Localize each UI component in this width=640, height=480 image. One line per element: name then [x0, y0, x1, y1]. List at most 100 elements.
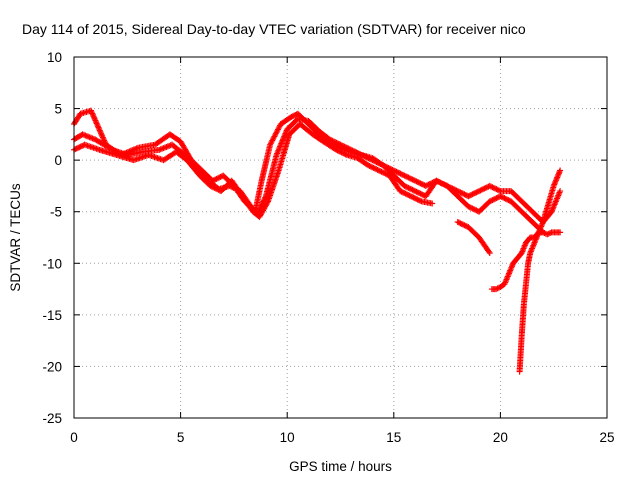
x-tick-label: 10: [280, 430, 295, 445]
data-point: [333, 139, 340, 146]
data-point: [458, 190, 465, 197]
data-point: [403, 191, 410, 198]
data-point: [377, 161, 384, 168]
data-point: [397, 170, 404, 177]
data-point: [329, 137, 336, 144]
data-point: [354, 150, 361, 157]
data-point: [425, 181, 432, 188]
data-point: [373, 159, 380, 166]
data-point: [413, 178, 420, 185]
data-point: [418, 180, 425, 187]
series-track-2: [71, 115, 547, 236]
data-point: [214, 186, 221, 193]
data-point: [441, 181, 448, 188]
data-point: [411, 195, 418, 202]
data-point: [438, 180, 445, 187]
data-point: [211, 184, 218, 191]
series-track-3: [71, 121, 436, 220]
x-tick-label: 25: [599, 430, 614, 445]
data-point: [408, 186, 415, 193]
data-point: [557, 229, 564, 236]
data-point: [402, 190, 409, 197]
data-point: [328, 137, 335, 144]
data-point: [364, 154, 371, 161]
data-point: [486, 198, 493, 205]
data-point: [330, 138, 337, 145]
data-point: [465, 203, 472, 210]
data-point: [486, 249, 493, 256]
data-point: [434, 178, 441, 185]
axis-ticks: 0 5 10 15 20 25 10 5 0 -5 -10 -15 -20 -25: [42, 50, 614, 445]
data-point: [497, 193, 504, 200]
data-point: [469, 191, 476, 198]
data-point: [378, 168, 385, 175]
y-axis-label: SDTVAR / TECUs: [8, 183, 23, 292]
data-point: [547, 230, 554, 237]
data-point: [410, 177, 417, 184]
data-point: [358, 151, 365, 158]
data-point: [416, 179, 423, 186]
data-point: [393, 168, 400, 175]
data-point: [390, 167, 397, 174]
data-point: [212, 185, 219, 192]
data-point: [333, 146, 340, 153]
data-point: [470, 190, 477, 197]
data-point: [366, 162, 373, 169]
data-point: [77, 143, 84, 150]
x-axis-label: GPS time / hours: [289, 459, 392, 474]
data-point: [353, 149, 360, 156]
data-point: [461, 222, 468, 229]
data-point: [262, 194, 269, 201]
data-point: [465, 193, 472, 200]
data-point: [417, 197, 424, 204]
data-point: [374, 159, 381, 166]
data-point: [334, 147, 341, 154]
data-point: [414, 179, 421, 186]
chart-title: Day 114 of 2015, Sidereal Day-to-day VTE…: [22, 21, 526, 37]
y-tick-label: -15: [42, 308, 62, 323]
data-point: [472, 206, 479, 213]
data-point: [456, 219, 463, 226]
data-point: [210, 177, 217, 184]
data-point: [214, 175, 221, 182]
data-point: [406, 175, 413, 182]
data-point: [367, 163, 374, 170]
data-point: [468, 204, 475, 211]
data-point: [478, 186, 485, 193]
plot-frame: [73, 56, 608, 419]
data-point: [383, 171, 390, 178]
data-point: [454, 188, 461, 195]
data-point: [426, 180, 433, 187]
data-point: [338, 149, 345, 156]
data-point: [492, 195, 499, 202]
data-point: [505, 197, 512, 204]
data-point: [420, 181, 427, 188]
data-point: [346, 146, 353, 153]
data-point: [412, 188, 419, 195]
data-point: [370, 164, 377, 171]
data-point: [373, 166, 380, 173]
data-point: [409, 186, 416, 193]
data-point: [360, 152, 367, 159]
data-point: [405, 184, 412, 191]
data-point: [362, 153, 369, 160]
data-point: [399, 189, 406, 196]
y-tick-label: 10: [47, 50, 62, 65]
data-point: [374, 166, 381, 173]
data-point: [493, 186, 500, 193]
data-point: [365, 162, 372, 169]
data-point: [416, 190, 423, 197]
data-point: [349, 147, 356, 154]
data-point: [424, 182, 431, 189]
data-point: [216, 174, 223, 181]
data-point: [344, 144, 351, 151]
data-point: [405, 191, 412, 198]
x-tick-label: 0: [70, 430, 78, 445]
data-point: [340, 142, 347, 149]
data-point: [456, 188, 463, 195]
data-point: [457, 220, 464, 227]
data-point: [415, 197, 422, 204]
data-point: [335, 148, 342, 155]
data-point: [398, 188, 405, 195]
grid: [74, 57, 607, 418]
